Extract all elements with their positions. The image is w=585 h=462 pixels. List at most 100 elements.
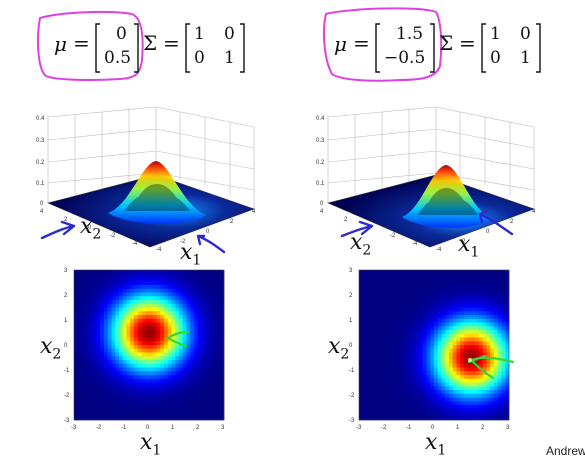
heatmap-cell: [482, 277, 487, 282]
heatmap-cell: [505, 416, 510, 421]
heatmap-cell: [377, 363, 382, 368]
heatmap-x2-label-right: x2: [328, 334, 350, 363]
heatmap-cell: [156, 285, 161, 290]
x-tick-label: -2: [381, 425, 387, 431]
heatmap-cell: [182, 285, 187, 290]
heatmap-cell: [475, 393, 480, 398]
heatmap-cell: [122, 371, 127, 376]
heatmap-cell: [494, 288, 499, 293]
heatmap-cell: [190, 375, 195, 380]
heatmap-cell: [201, 277, 206, 282]
heatmap-cell: [194, 345, 199, 350]
heatmap-cell: [141, 330, 146, 335]
heatmap-cell: [164, 371, 169, 376]
heatmap-cell: [175, 416, 180, 421]
heatmap-cell: [92, 356, 97, 361]
heatmap-cell: [359, 303, 364, 308]
heatmap-cell: [216, 416, 221, 421]
heatmap-cell: [186, 292, 191, 297]
heatmap-cell: [464, 315, 469, 320]
heatmap-cell: [104, 270, 109, 275]
heatmap-cell: [475, 315, 480, 320]
heatmap-cell: [115, 378, 120, 383]
heatmap-cell: [92, 397, 97, 402]
heatmap-cell: [419, 277, 424, 282]
heatmap-cell: [494, 277, 499, 282]
heatmap-cell: [501, 273, 506, 278]
heatmap-cell: [85, 405, 90, 410]
heatmap-cell: [505, 378, 510, 383]
heatmap-cell: [396, 285, 401, 290]
heatmap-cell: [494, 296, 499, 301]
heatmap-cell: [490, 348, 495, 353]
heatmap-cell: [85, 333, 90, 338]
heatmap-cell: [164, 337, 169, 342]
heatmap-cell: [209, 356, 214, 361]
heatmap-cell: [134, 348, 139, 353]
heatmap-cell: [111, 318, 116, 323]
heatmap-cell: [411, 292, 416, 297]
heatmap-cell: [385, 281, 390, 286]
heatmap-cell: [359, 363, 364, 368]
mu-highlight-right: [323, 7, 443, 82]
heatmap-cell: [430, 416, 435, 421]
heatmap-cell: [209, 281, 214, 286]
heatmap-cell: [89, 270, 94, 275]
heatmap-x2-label-left: x2: [40, 334, 62, 363]
heatmap-cell: [205, 352, 210, 357]
heatmap-cell: [385, 303, 390, 308]
heatmap-cell: [197, 367, 202, 372]
heatmap-cell: [497, 307, 502, 312]
heatmap-cell: [366, 375, 371, 380]
heatmap-frame: [358, 269, 510, 421]
heatmap-cell: [85, 273, 90, 278]
y-tick-label: 0: [64, 343, 68, 349]
heatmap-cell: [126, 333, 131, 338]
heatmap-cell: [167, 292, 172, 297]
heatmap-cell: [441, 300, 446, 305]
heatmap-cell: [407, 397, 412, 402]
heatmap-cell: [119, 277, 124, 282]
heatmap-cell: [115, 416, 120, 421]
heatmap-cell: [392, 401, 397, 406]
heatmap-cell: [209, 345, 214, 350]
heatmap-cell: [426, 330, 431, 335]
heatmap-cell: [190, 292, 195, 297]
heatmap-cell: [422, 292, 427, 297]
heatmap-cell: [77, 273, 82, 278]
heatmap-cell: [389, 303, 394, 308]
heatmap-cell: [122, 307, 127, 312]
heatmap-cell: [505, 292, 510, 297]
heatmap-cell: [119, 270, 124, 275]
heatmap-cell: [374, 367, 379, 372]
heatmap-cell: [377, 378, 382, 383]
heatmap-cell: [96, 416, 101, 421]
heatmap-cell: [134, 397, 139, 402]
heatmap-cell: [467, 341, 472, 346]
heatmap-cell: [486, 273, 491, 278]
heatmap-cell: [449, 345, 454, 350]
heatmap-cell: [370, 408, 375, 413]
heatmap-cell: [505, 405, 510, 410]
heatmap-cell: [389, 360, 394, 365]
heatmap-cell: [359, 416, 364, 421]
heatmap-cell: [205, 382, 210, 387]
heatmap-cell: [479, 397, 484, 402]
heatmap-cell: [216, 401, 221, 406]
heatmap-cell: [482, 397, 487, 402]
heatmap-cell: [126, 401, 131, 406]
heatmap-cell: [137, 352, 142, 357]
heatmap-cell: [490, 326, 495, 331]
heatmap-cell: [422, 397, 427, 402]
heatmap-cell: [197, 416, 202, 421]
heatmap-cell: [74, 311, 79, 316]
heatmap-cell: [104, 326, 109, 331]
heatmap-cell: [366, 322, 371, 327]
heatmap-cell: [205, 363, 210, 368]
heatmap-cell: [156, 318, 161, 323]
heatmap-cell: [179, 296, 184, 301]
heatmap-cell: [437, 326, 442, 331]
heatmap-cell: [160, 401, 165, 406]
heatmap-cell: [381, 333, 386, 338]
heatmap-cell: [445, 345, 450, 350]
